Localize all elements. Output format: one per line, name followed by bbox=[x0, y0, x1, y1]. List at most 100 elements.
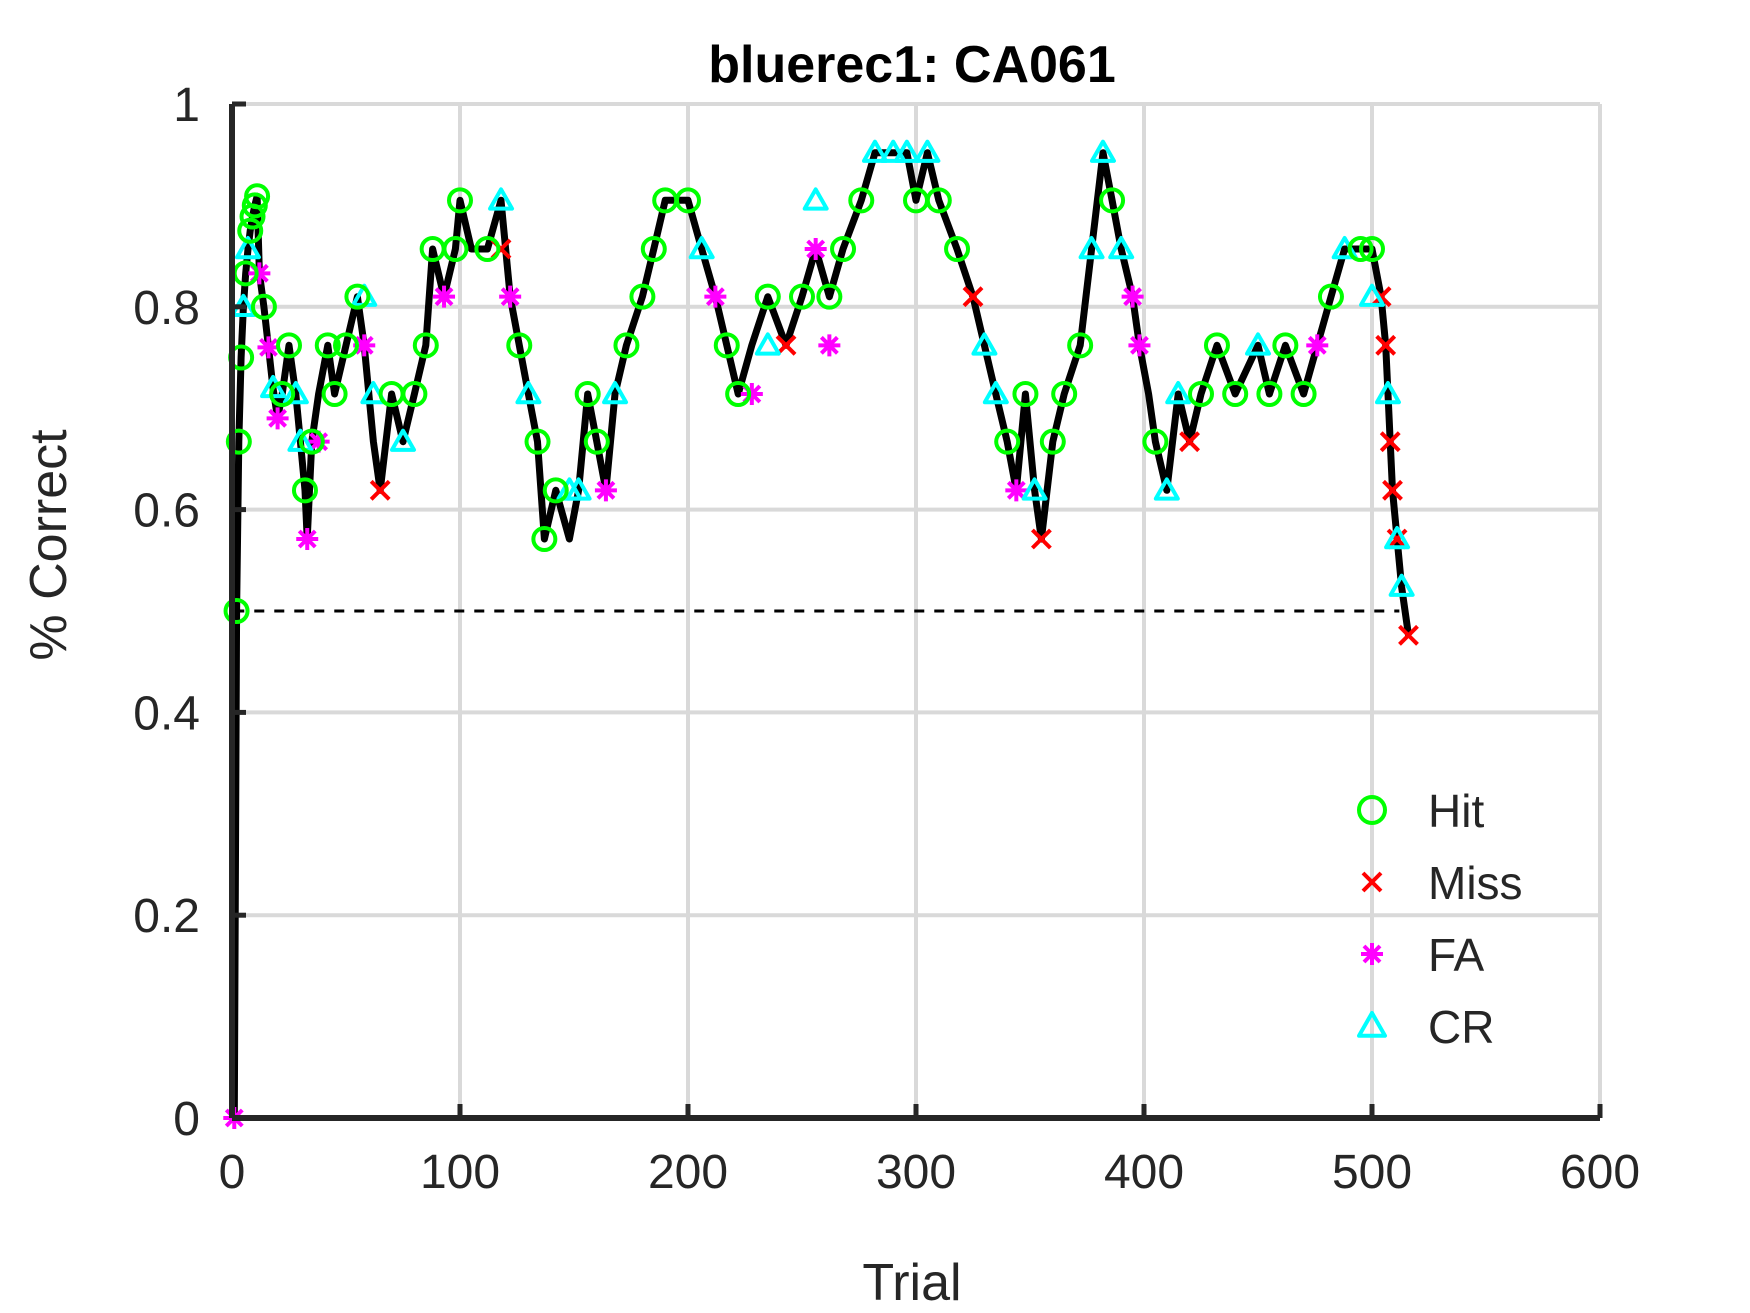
legend-cr-symbol bbox=[1357, 1011, 1387, 1038]
hit-marker bbox=[250, 293, 277, 320]
hit-marker bbox=[1099, 187, 1126, 214]
fa-marker bbox=[704, 285, 727, 308]
data-markers bbox=[223, 139, 1419, 1129]
hit-marker bbox=[291, 477, 318, 504]
cr-marker bbox=[893, 139, 920, 163]
hit-marker bbox=[333, 332, 359, 359]
cr-marker bbox=[1388, 573, 1415, 597]
miss-marker bbox=[369, 479, 391, 501]
cr-marker bbox=[282, 381, 309, 405]
hit-marker bbox=[754, 283, 781, 310]
hit-marker bbox=[1188, 381, 1214, 408]
fa-marker bbox=[1121, 285, 1144, 308]
hit-marker bbox=[225, 428, 252, 455]
cr-marker bbox=[861, 139, 888, 163]
miss-marker bbox=[1398, 624, 1419, 646]
cr-marker bbox=[1153, 477, 1180, 501]
miss-marker bbox=[962, 286, 984, 308]
hit-marker bbox=[1142, 428, 1169, 455]
legend: Hit Miss FA CR bbox=[1357, 785, 1523, 1053]
hit-marker bbox=[1067, 332, 1094, 359]
miss-marker bbox=[1030, 528, 1052, 550]
cr-marker bbox=[602, 381, 629, 405]
fa-marker bbox=[257, 336, 280, 359]
hit-marker bbox=[994, 428, 1021, 455]
hit-marker bbox=[542, 477, 569, 504]
hit-marker bbox=[447, 187, 473, 214]
fa-marker bbox=[1306, 334, 1329, 357]
hit-marker bbox=[816, 283, 843, 310]
cr-marker bbox=[1384, 526, 1411, 550]
hit-marker bbox=[789, 283, 815, 310]
cr-marker bbox=[802, 187, 829, 211]
hit-marker bbox=[574, 381, 601, 408]
legend-fa-label: FA bbox=[1428, 929, 1485, 981]
miss-marker bbox=[1179, 431, 1201, 453]
x-tick-label: 600 bbox=[1560, 1146, 1640, 1199]
fa-marker bbox=[353, 334, 376, 357]
hit-marker bbox=[1222, 381, 1249, 408]
fa-marker bbox=[296, 528, 319, 551]
x-tick-label: 300 bbox=[876, 1146, 956, 1199]
cr-marker bbox=[1089, 139, 1116, 163]
hit-marker bbox=[314, 332, 341, 359]
hit-marker bbox=[474, 236, 501, 263]
fa-marker bbox=[266, 407, 289, 430]
legend-fa-symbol bbox=[1361, 943, 1383, 965]
cr-marker bbox=[1245, 332, 1271, 356]
hit-marker bbox=[531, 526, 558, 553]
cr-marker bbox=[982, 381, 1009, 405]
cr-marker bbox=[880, 139, 907, 163]
axes: 0 100 200 300 400 500 600 0 0.2 0.4 0.6 0.8 1 bbox=[133, 79, 1640, 1199]
hit-marker bbox=[1039, 428, 1066, 455]
y-tick-label: 0.2 bbox=[133, 890, 200, 943]
x-axis-label: Trial bbox=[862, 1254, 961, 1312]
cr-marker bbox=[1021, 477, 1048, 501]
hit-marker bbox=[640, 236, 667, 263]
cr-marker bbox=[287, 428, 314, 452]
fa-marker bbox=[499, 285, 522, 308]
hit-marker bbox=[321, 381, 348, 408]
hit-marker bbox=[269, 381, 296, 408]
fa-marker bbox=[433, 285, 456, 308]
y-tick-label: 0.8 bbox=[133, 282, 200, 335]
chart-title: bluerec1: CA061 bbox=[708, 36, 1116, 94]
legend-hit-symbol bbox=[1357, 795, 1387, 825]
fa-marker bbox=[594, 479, 617, 502]
hit-marker bbox=[629, 283, 656, 310]
hit-marker bbox=[830, 236, 857, 263]
fa-marker bbox=[804, 238, 827, 261]
miss-marker bbox=[775, 334, 797, 356]
cr-marker bbox=[515, 381, 542, 405]
y-tick-label: 0.4 bbox=[133, 687, 200, 740]
miss-marker bbox=[1382, 479, 1403, 501]
hit-marker bbox=[1359, 236, 1385, 263]
hit-marker bbox=[524, 428, 551, 455]
miss-marker bbox=[1375, 334, 1397, 356]
cr-marker bbox=[971, 332, 998, 356]
hit-marker bbox=[244, 183, 271, 210]
cr-marker bbox=[234, 236, 261, 260]
hit-marker bbox=[1051, 381, 1078, 408]
hit-marker bbox=[298, 428, 325, 455]
hit-marker bbox=[344, 283, 371, 310]
hit-marker bbox=[1272, 332, 1299, 359]
hit-marker bbox=[401, 381, 428, 408]
fa-marker bbox=[1005, 479, 1028, 502]
hit-marker bbox=[725, 381, 752, 408]
legend-cr-label: CR bbox=[1428, 1001, 1494, 1053]
hit-marker bbox=[675, 187, 701, 214]
hit-marker bbox=[412, 332, 439, 359]
fa-marker bbox=[1128, 334, 1151, 357]
hit-marker bbox=[713, 332, 740, 359]
cr-marker bbox=[565, 477, 592, 501]
cr-marker bbox=[390, 428, 416, 452]
cr-marker bbox=[1078, 236, 1105, 260]
legend-miss-label: Miss bbox=[1428, 857, 1523, 909]
hit-marker bbox=[1012, 381, 1039, 408]
hit-marker bbox=[583, 428, 610, 455]
cr-marker bbox=[1374, 381, 1401, 405]
fa-marker bbox=[818, 334, 841, 357]
fa-marker bbox=[248, 262, 271, 285]
